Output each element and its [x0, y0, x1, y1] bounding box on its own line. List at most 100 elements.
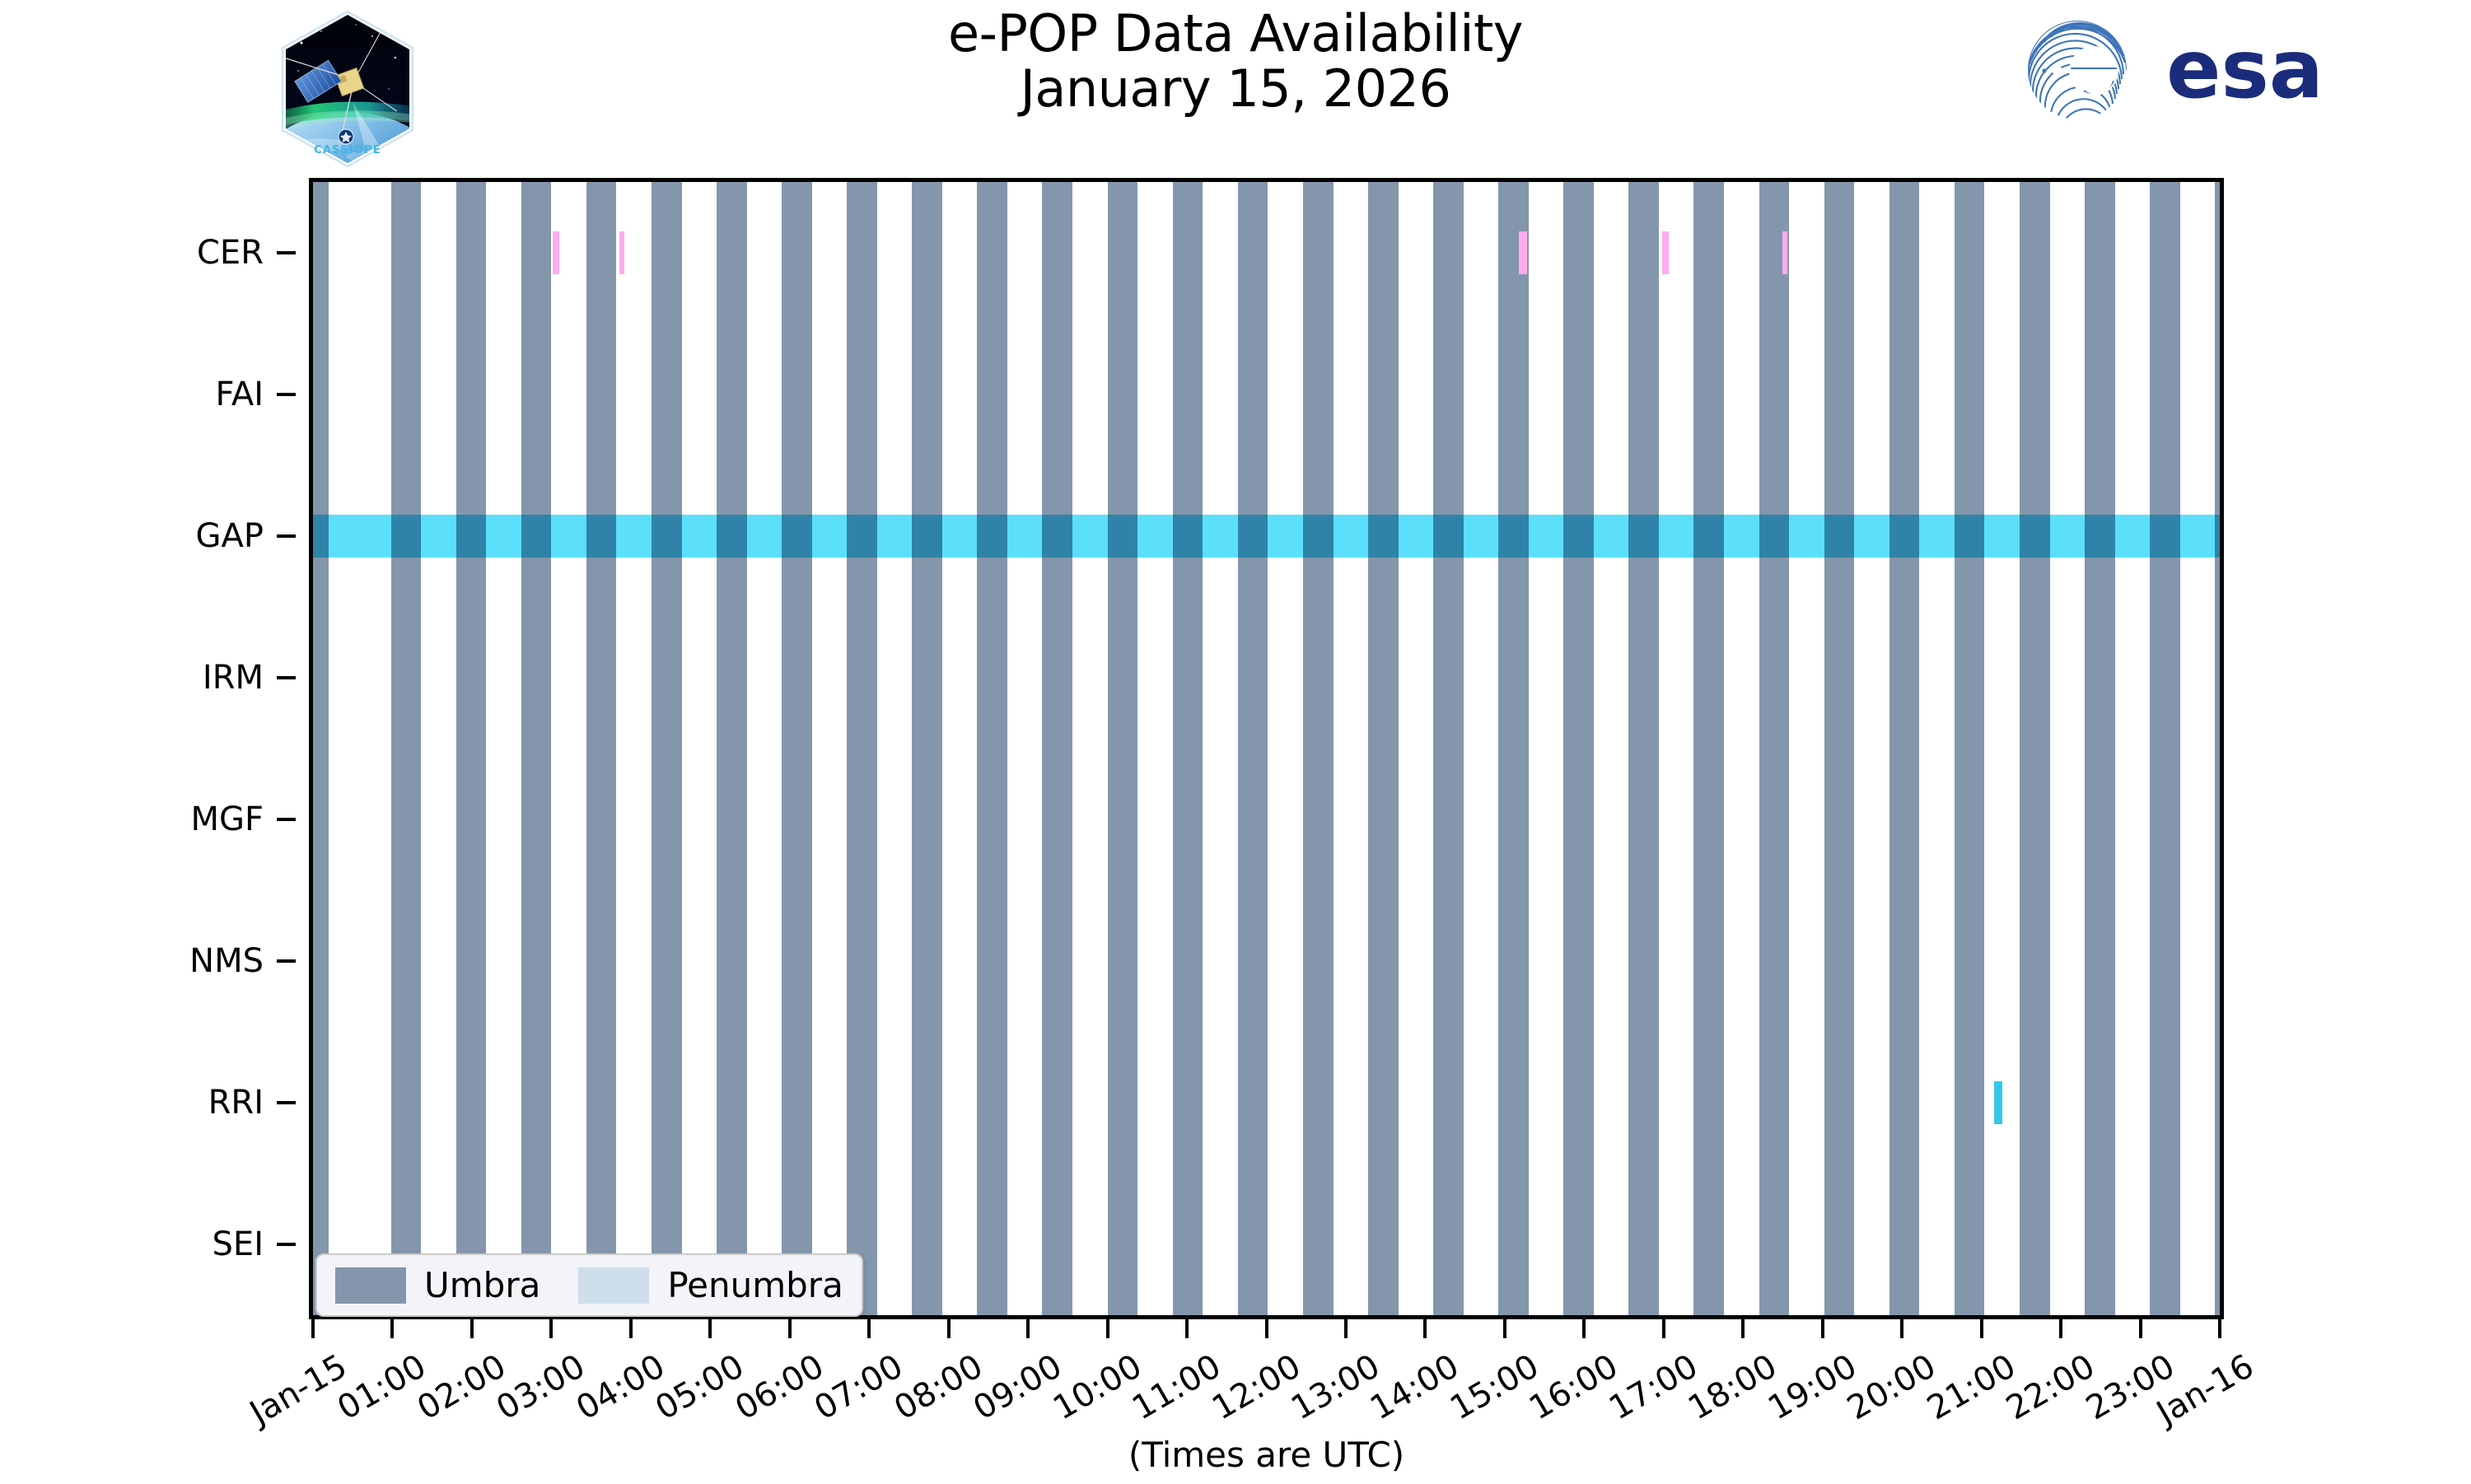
x-tick-mark-13	[1343, 1319, 1348, 1338]
x-tick-label-1200: 12:00	[1205, 1347, 1307, 1428]
y-tick-label-irm: IRM	[202, 659, 264, 697]
y-tick-mark-cer	[277, 251, 296, 254]
shadow-band-umbra	[1824, 182, 1855, 1315]
x-tick-mark-4	[628, 1319, 633, 1338]
x-tick-mark-16	[1582, 1319, 1586, 1338]
y-axis: CER FAI GAP IRM MGF NMS RRI SEI	[0, 178, 309, 1319]
shadow-band-umbra	[1433, 182, 1464, 1315]
x-tick-label-0400: 04:00	[569, 1347, 671, 1428]
x-tick-label-0900: 09:00	[967, 1347, 1069, 1428]
x-tick-label-1300: 13:00	[1285, 1347, 1386, 1428]
shadow-band-umbra	[2019, 182, 2050, 1315]
shadow-band-umbra	[977, 182, 1008, 1315]
x-tick-mark-14	[1423, 1319, 1427, 1338]
chart-legend: Umbra Penumbra	[315, 1253, 863, 1317]
shadow-band-umbra	[1889, 182, 1920, 1315]
y-tick-mark-sei	[277, 1243, 296, 1246]
y-tick-label-sei: SEI	[212, 1225, 264, 1263]
x-tick-label-1700: 17:00	[1602, 1347, 1704, 1428]
page-title: e-POP Data Availability January 15, 2026	[577, 6, 1894, 119]
x-tick-mark-19	[1820, 1319, 1824, 1338]
x-tick-mark-23	[2138, 1319, 2142, 1338]
shadow-band-umbra	[2085, 182, 2115, 1315]
data-interval-gap	[313, 515, 2220, 558]
x-tick-label-1800: 18:00	[1682, 1347, 1784, 1428]
shadow-band-umbra	[912, 182, 942, 1315]
y-tick-label-cer: CER	[197, 234, 264, 272]
shadow-band-umbra	[2150, 182, 2180, 1315]
x-tick-label-1400: 14:00	[1364, 1347, 1466, 1428]
y-tick-mark-rri	[277, 1101, 296, 1104]
esa-agency-logo: esa	[2026, 16, 2389, 124]
x-tick-label-0100: 01:00	[331, 1347, 433, 1428]
shadow-band-umbra	[1172, 182, 1203, 1315]
y-tick-label-nms: NMS	[189, 942, 264, 980]
x-tick-label-0800: 08:00	[887, 1347, 989, 1428]
legend-swatch-penumbra	[578, 1267, 650, 1304]
x-tick-mark-7	[867, 1319, 871, 1338]
x-tick-label-0300: 03:00	[490, 1347, 592, 1428]
y-tick-label-fai: FAI	[215, 376, 264, 413]
x-tick-label-0600: 06:00	[728, 1347, 830, 1428]
title-line-2: January 15, 2026	[1020, 58, 1451, 119]
y-tick-mark-nms	[277, 959, 296, 963]
shadow-band-umbra	[782, 182, 812, 1315]
availability-plot-area	[309, 178, 2224, 1319]
shadow-band-umbra	[2215, 182, 2220, 1315]
x-tick-mark-9	[1026, 1319, 1030, 1338]
shadow-band-umbra	[586, 182, 617, 1315]
shadow-band-umbra	[1302, 182, 1334, 1315]
y-tick-label-mgf: MGF	[190, 800, 264, 838]
shadow-band-umbra	[1759, 182, 1790, 1315]
x-tick-mark-21	[1979, 1319, 1983, 1338]
shadow-band-umbra	[455, 182, 487, 1315]
shadow-band-umbra	[1563, 182, 1594, 1315]
x-tick-label-2000: 20:00	[1841, 1347, 1943, 1428]
x-tick-mark-10	[1105, 1319, 1109, 1338]
x-tick-mark-11	[1185, 1319, 1189, 1338]
shadow-band-umbra	[717, 182, 747, 1315]
shadow-band-umbra	[1367, 182, 1399, 1315]
x-tick-label-1500: 15:00	[1444, 1347, 1545, 1428]
x-tick-mark-20	[1900, 1319, 1904, 1338]
shadow-band-umbra	[313, 182, 329, 1315]
x-tick-mark-6	[787, 1319, 792, 1338]
x-tick-label-2200: 22:00	[2000, 1347, 2102, 1428]
chart-header: CASSIOPE e-POP Data Availability January…	[0, 0, 2471, 178]
shadow-band-umbra	[521, 182, 552, 1315]
x-tick-label-1000: 10:00	[1046, 1347, 1148, 1428]
data-interval-cer	[1782, 231, 1788, 274]
shadow-band-umbra	[1042, 182, 1073, 1315]
x-axis-title: (Times are UTC)	[1128, 1435, 1405, 1475]
x-tick-mark-1	[390, 1319, 395, 1338]
x-axis: Jan-15 01:00 02:00 03:00 04:00 05:00 06:00 07:0…	[244, 1319, 2260, 1484]
shadow-band-umbra	[1954, 182, 1985, 1315]
shadow-band-umbra	[390, 182, 422, 1315]
x-tick-mark-5	[708, 1319, 712, 1338]
x-tick-mark-0	[311, 1319, 315, 1338]
shadow-band-umbra	[1107, 182, 1138, 1315]
legend-swatch-umbra	[335, 1267, 406, 1304]
shadow-band-umbra	[1693, 182, 1725, 1315]
x-tick-label-0700: 07:00	[808, 1347, 910, 1428]
data-interval-cer	[619, 231, 625, 274]
y-tick-mark-gap	[277, 534, 296, 538]
data-interval-rri	[1994, 1081, 2002, 1124]
x-tick-mark-15	[1502, 1319, 1506, 1338]
y-tick-mark-mgf	[277, 818, 296, 821]
legend-label-penumbra: Penumbra	[667, 1265, 843, 1305]
y-tick-mark-fai	[277, 393, 296, 396]
legend-label-umbra: Umbra	[424, 1265, 541, 1305]
legend-entry-umbra: Umbra	[335, 1265, 540, 1305]
x-tick-label-2100: 21:00	[1920, 1347, 2022, 1428]
x-tick-mark-24	[2218, 1319, 2221, 1338]
plot-inner-canvas	[313, 182, 2220, 1315]
x-tick-label-0500: 05:00	[649, 1347, 751, 1428]
x-tick-label-jan-15: Jan-15	[244, 1347, 353, 1433]
shadow-band-umbra	[1628, 182, 1659, 1315]
x-tick-mark-18	[1741, 1319, 1745, 1338]
y-tick-label-gap: GAP	[195, 517, 264, 555]
esa-logo-text: esa	[2166, 23, 2324, 117]
title-line-1: e-POP Data Availability	[948, 3, 1524, 63]
shadow-band-umbra	[1498, 182, 1529, 1315]
